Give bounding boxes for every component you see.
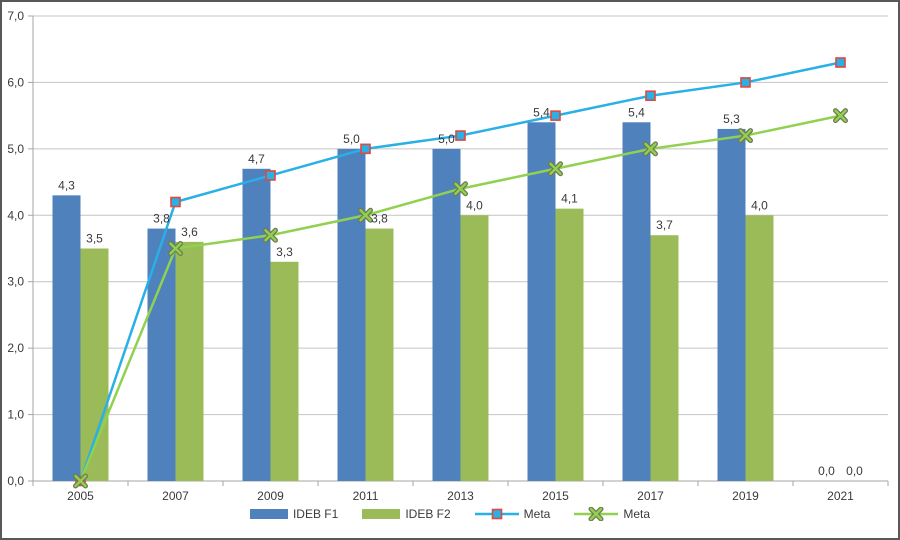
x-axis-label: 2013 <box>447 489 474 503</box>
bar-ideb-f1-2019 <box>717 128 746 481</box>
bar-ideb-f2-2015 <box>555 208 584 481</box>
marker-x-2009 <box>264 229 277 242</box>
marker-x-2013 <box>454 182 467 195</box>
data-label-ideb-f1-2021: 0,0 <box>818 464 835 478</box>
data-label-ideb-f1-2015: 5,4 <box>533 105 550 119</box>
bar-ideb-f2-2007 <box>175 241 204 481</box>
legend-label-meta-green: Meta <box>623 507 651 521</box>
legend-x-marker-icon <box>590 507 603 521</box>
marker-square-2013 <box>455 130 466 141</box>
data-label-ideb-f2-2011: 3,8 <box>371 212 388 226</box>
y-axis-label: 0,0 <box>7 474 24 488</box>
bar-ideb-f1-2007 <box>147 228 176 481</box>
bar-ideb-f1-2011 <box>337 148 366 481</box>
bar-ideb-f1-2013 <box>432 148 461 481</box>
bar-ideb-f1-2009 <box>242 168 271 482</box>
marker-square-2017 <box>645 90 656 102</box>
bar-ideb-f2-2009 <box>270 261 299 481</box>
y-axis-label: 3,0 <box>7 275 24 289</box>
bar-ideb-f2-2011 <box>365 228 394 481</box>
data-label-ideb-f1-2011: 5,0 <box>343 132 360 146</box>
marker-x-2019 <box>739 129 752 142</box>
data-label-ideb-f2-2005: 3,5 <box>86 232 103 246</box>
x-axis-label: 2007 <box>162 489 189 503</box>
marker-square-2021 <box>835 57 846 68</box>
y-axis-label: 7,0 <box>7 9 24 23</box>
y-axis-label: 2,0 <box>7 341 24 355</box>
data-label-ideb-f2-2017: 3,7 <box>656 218 673 232</box>
data-label-ideb-f2-2015: 4,1 <box>561 192 578 206</box>
data-label-ideb-f2-2021: 0,0 <box>846 464 863 478</box>
marker-square-2019 <box>740 77 751 88</box>
legend-label-ideb-f1: IDEB F1 <box>292 507 339 521</box>
marker-x-2005 <box>74 474 87 488</box>
legend-swatch-ideb-f2 <box>362 509 401 519</box>
marker-x-2011 <box>359 209 372 222</box>
legend-label-meta-blue: Meta <box>523 507 551 521</box>
x-axis-label: 2009 <box>257 489 284 503</box>
legend-item-meta-green: Meta <box>574 507 650 521</box>
x-axis-label: 2019 <box>732 489 759 503</box>
legend-item-ideb-f1: IDEB F1 <box>249 507 339 521</box>
legend-square-marker-icon <box>491 508 502 520</box>
marker-square-2007 <box>170 196 181 208</box>
y-axis-label: 5,0 <box>7 142 24 156</box>
data-label-ideb-f1-2013: 5,0 <box>438 132 455 146</box>
data-label-ideb-f2-2007: 3,6 <box>181 225 198 239</box>
bar-ideb-f2-2017 <box>650 235 679 481</box>
data-label-ideb-f1-2007: 3,8 <box>153 212 170 226</box>
bar-ideb-f1-2015 <box>527 122 556 482</box>
legend-item-ideb-f2: IDEB F2 <box>362 507 451 521</box>
legend-swatch-ideb-f1 <box>249 509 288 519</box>
data-label-ideb-f2-2009: 3,3 <box>276 245 293 259</box>
x-axis-label: 2015 <box>542 489 569 503</box>
marker-square-2015 <box>550 110 561 121</box>
x-axis-label: 2011 <box>353 489 379 503</box>
marker-x-2021 <box>834 109 847 122</box>
marker-x-2017 <box>644 142 657 156</box>
legend-label-ideb-f2: IDEB F2 <box>405 507 451 521</box>
data-label-ideb-f1-2019: 5,3 <box>723 112 740 126</box>
y-axis-label: 4,0 <box>7 208 24 222</box>
marker-x-2007 <box>169 242 182 255</box>
x-axis-label: 2021 <box>827 489 854 503</box>
x-axis-label: 2005 <box>67 489 94 503</box>
marker-square-2011 <box>360 143 371 155</box>
legend-swatch-meta-line-x-icon <box>574 507 619 521</box>
legend-swatch-meta-line-square-icon <box>474 508 519 520</box>
y-axis-label: 6,0 <box>7 75 24 89</box>
legend-item-meta-blue: Meta <box>474 507 551 521</box>
data-label-ideb-f2-2013: 4,0 <box>466 198 483 212</box>
data-label-ideb-f1-2017: 5,4 <box>628 105 645 119</box>
data-label-ideb-f1-2005: 4,3 <box>58 178 75 192</box>
y-axis-label: 1,0 <box>7 408 24 422</box>
marker-square-2009 <box>265 170 276 181</box>
x-axis-label: 2017 <box>637 489 664 503</box>
bar-ideb-f2-2019 <box>745 215 774 482</box>
data-label-ideb-f2-2019: 4,0 <box>751 198 768 212</box>
chart-legend: IDEB F1 IDEB F2 Meta Meta <box>2 507 898 521</box>
bar-ideb-f1-2017 <box>622 122 651 482</box>
bar-ideb-f2-2013 <box>460 215 489 482</box>
data-label-ideb-f1-2009: 4,7 <box>248 152 265 166</box>
bar-ideb-f1-2005 <box>52 195 81 481</box>
marker-x-2015 <box>549 162 562 175</box>
